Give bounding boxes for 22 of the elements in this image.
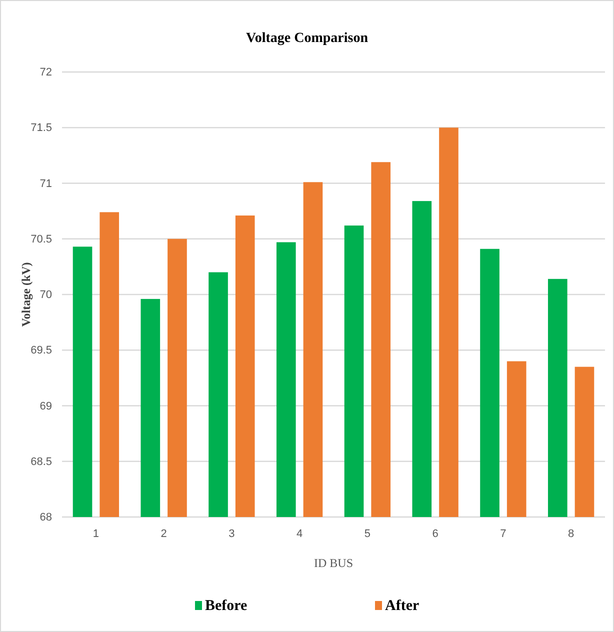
y-axis-title: Voltage (kV) — [19, 262, 33, 327]
x-tick-label: 3 — [228, 528, 235, 540]
x-axis-title: ID BUS — [314, 556, 354, 570]
y-tick-label: 69 — [40, 400, 52, 412]
x-tick-label: 1 — [92, 528, 99, 540]
legend-label: Before — [205, 598, 248, 614]
y-tick-label: 69.5 — [30, 344, 52, 357]
y-tick-label: 70 — [40, 289, 52, 302]
y-tick-label: 70.5 — [30, 233, 52, 246]
x-tick-label: 2 — [160, 528, 167, 540]
y-tick-label: 68.5 — [30, 456, 52, 468]
x-tick-label: 5 — [364, 528, 370, 540]
x-tick-label: 4 — [296, 528, 303, 540]
y-tick-label: 71 — [40, 178, 52, 190]
x-tick-label: 8 — [568, 528, 574, 540]
legend-label: After — [385, 598, 420, 614]
x-tick-label: 6 — [432, 528, 438, 540]
chart-title: Voltage Comparison — [246, 31, 368, 46]
y-tick-label: 71.5 — [30, 122, 52, 134]
x-tick-label: 7 — [500, 528, 506, 540]
y-tick-label: 72 — [40, 66, 52, 79]
y-tick-label: 68 — [40, 512, 52, 524]
